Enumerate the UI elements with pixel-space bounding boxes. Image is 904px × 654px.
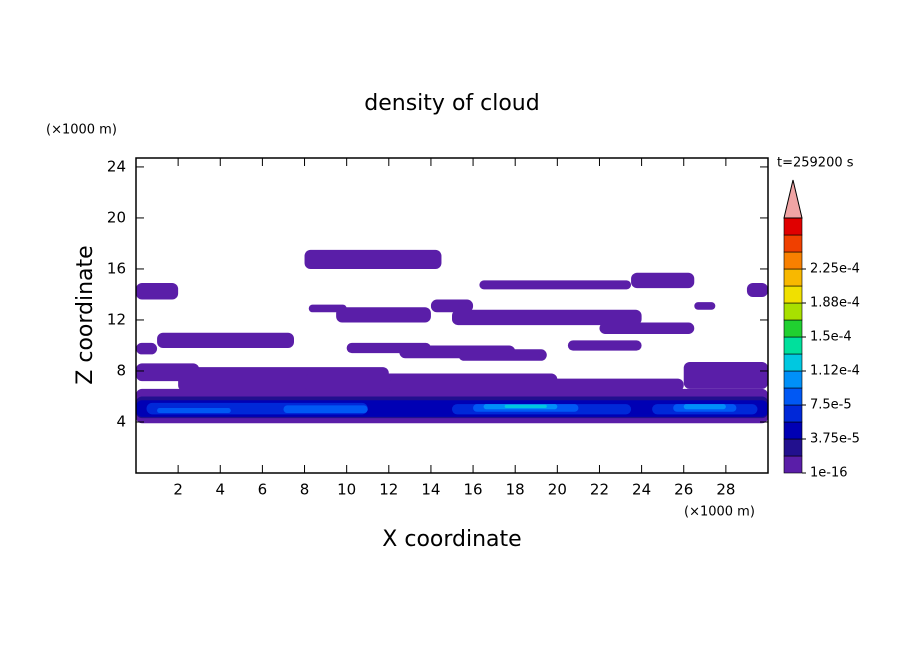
colorbar-band xyxy=(783,217,803,236)
colorbar-label: 2.25e-4 xyxy=(810,262,860,277)
x-tick-label: 10 xyxy=(337,481,356,499)
cloud-patch xyxy=(136,282,179,300)
x-tick-label: 4 xyxy=(215,481,225,499)
chart-title: density of cloud xyxy=(364,91,539,116)
x-tick-label: 8 xyxy=(300,481,310,499)
cloud-patch xyxy=(683,362,768,389)
x-axis-label: X coordinate xyxy=(382,527,521,552)
x-unit: (×1000 m) xyxy=(684,505,755,520)
cloud-patch xyxy=(479,280,632,290)
x-tick-label: 16 xyxy=(464,481,483,499)
cloud-patch xyxy=(683,404,726,410)
colorbar-band xyxy=(783,268,803,287)
colorbar-band xyxy=(783,404,803,423)
x-tick-label: 14 xyxy=(421,481,440,499)
colorbar-band xyxy=(783,336,803,355)
cloud-patch xyxy=(283,405,368,414)
y-axis-label: Z coordinate xyxy=(73,245,98,384)
colorbar-band xyxy=(783,455,803,474)
colorbar-label: 1.88e-4 xyxy=(810,296,860,311)
x-tick-label: 12 xyxy=(379,481,398,499)
x-tick-label: 6 xyxy=(258,481,268,499)
cloud-patch xyxy=(136,342,158,355)
colorbar-band xyxy=(783,353,803,372)
y-tick-label: 20 xyxy=(107,208,126,226)
colorbar-label: 1.12e-4 xyxy=(810,364,860,379)
cloud-patch xyxy=(631,272,695,289)
colorbar-band xyxy=(783,421,803,440)
cloud-patch xyxy=(694,302,716,310)
y-tick-label: 4 xyxy=(116,412,126,430)
colorbar-extend xyxy=(783,179,803,219)
x-tick-label: 18 xyxy=(506,481,525,499)
cloud-patch xyxy=(388,378,684,392)
colorbar-band xyxy=(783,370,803,389)
cloud-patch xyxy=(157,407,231,414)
y-tick-label: 16 xyxy=(107,259,126,277)
colorbar-band xyxy=(783,302,803,321)
colorbar-label: 7.5e-5 xyxy=(810,398,852,413)
y-tick-label: 24 xyxy=(107,157,126,175)
x-tick-label: 22 xyxy=(590,481,609,499)
cloud-patch xyxy=(504,404,547,408)
x-tick-label: 2 xyxy=(173,481,183,499)
x-tick-label: 28 xyxy=(716,481,735,499)
colorbar-band xyxy=(783,387,803,406)
plot-frame xyxy=(135,157,769,474)
y-unit: (×1000 m) xyxy=(46,123,117,138)
colorbar-label: 1.5e-4 xyxy=(810,330,852,345)
x-tick-label: 26 xyxy=(674,481,693,499)
cloud-patch xyxy=(567,340,642,351)
colorbar-band xyxy=(783,251,803,270)
y-tick-label: 12 xyxy=(107,310,126,328)
colorbar-band xyxy=(783,438,803,457)
cloud-patch xyxy=(458,349,547,361)
x-tick-label: 20 xyxy=(548,481,567,499)
colorbar-band xyxy=(783,285,803,304)
colorbar-label: 1e-16 xyxy=(810,466,848,481)
time-label: t=259200 s xyxy=(777,156,854,171)
y-tick-label: 8 xyxy=(116,361,126,379)
cloud-patch xyxy=(157,332,294,349)
cloud-patch xyxy=(746,282,768,298)
cloud-patch xyxy=(336,307,431,323)
cloud-patch xyxy=(452,309,642,326)
colorbar-label: 3.75e-5 xyxy=(810,432,860,447)
x-tick-label: 24 xyxy=(632,481,651,499)
colorbar-band xyxy=(783,319,803,338)
colorbar-band xyxy=(783,234,803,253)
cloud-patch xyxy=(430,299,474,313)
cloud-patch xyxy=(304,249,442,269)
cloud-patch xyxy=(599,322,695,334)
